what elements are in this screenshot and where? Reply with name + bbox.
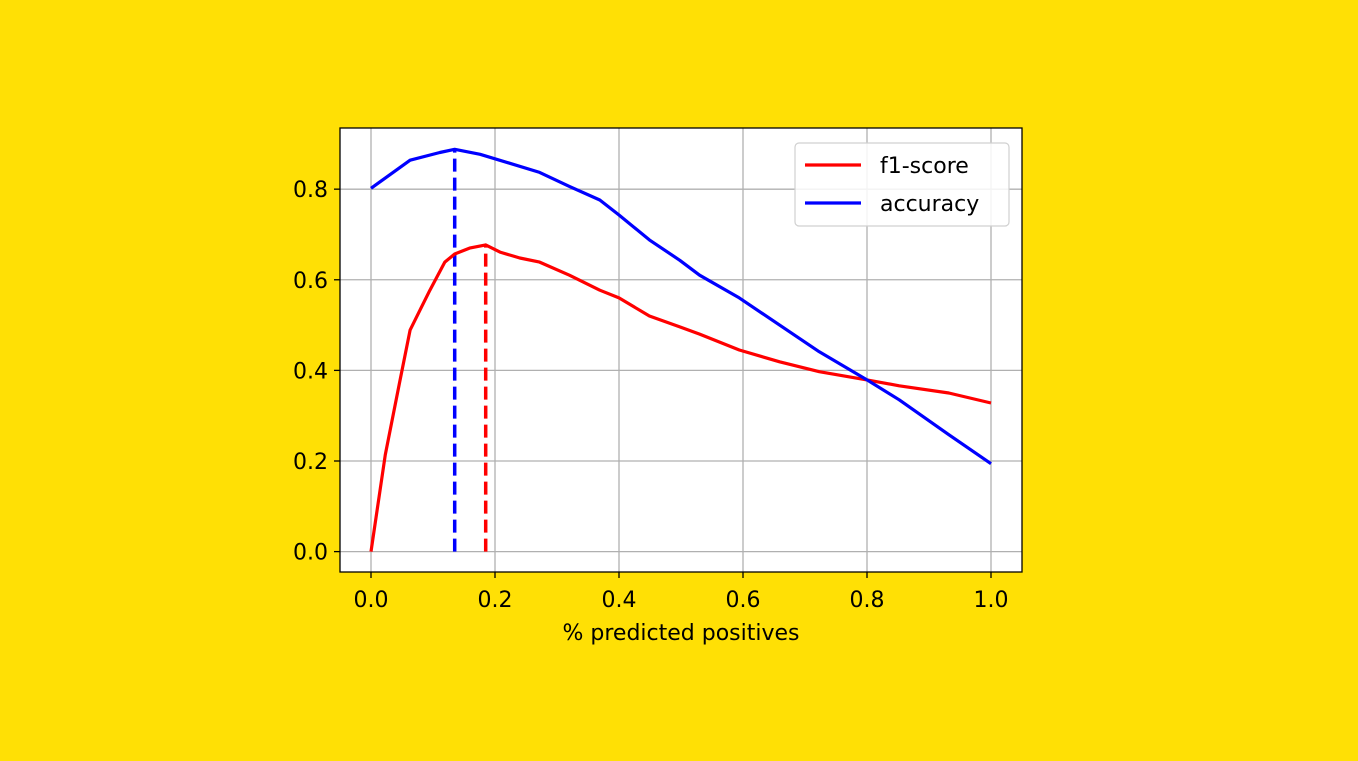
x-tick-label: 0.8 bbox=[850, 588, 885, 613]
x-tick-label: 0.2 bbox=[478, 588, 513, 613]
y-tick-label: 0.0 bbox=[293, 541, 328, 566]
x-tick-label: 0.6 bbox=[726, 588, 761, 613]
y-tick-label: 0.4 bbox=[293, 359, 328, 384]
legend-label-accuracy: accuracy bbox=[880, 192, 979, 217]
x-axis-label: % predicted positives bbox=[562, 621, 799, 646]
y-tick-label: 0.2 bbox=[293, 450, 328, 475]
y-tick-label: 0.8 bbox=[293, 178, 328, 203]
series-line-f1-score bbox=[369, 243, 992, 552]
legend-label-f1-score: f1-score bbox=[880, 154, 969, 179]
series-line-accuracy bbox=[370, 147, 992, 466]
x-tick-label: 1.0 bbox=[974, 588, 1009, 613]
plot-frame bbox=[339, 127, 1023, 573]
y-tick-label: 0.6 bbox=[293, 269, 328, 294]
x-tick-label: 0.0 bbox=[354, 588, 389, 613]
x-tick-label: 0.4 bbox=[602, 588, 637, 613]
